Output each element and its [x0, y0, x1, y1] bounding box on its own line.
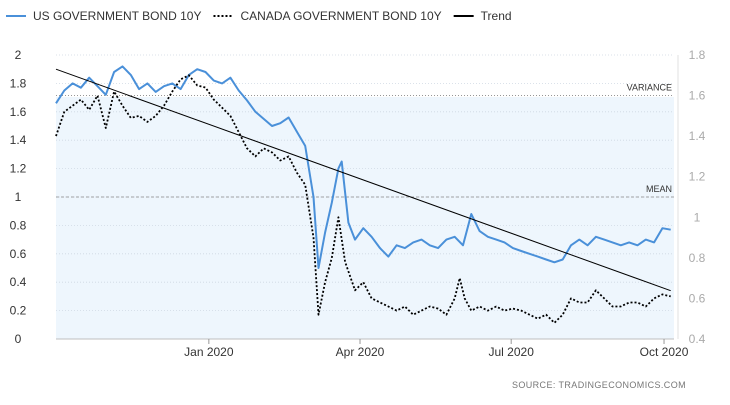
us-government-bond-10y-line [55, 65, 671, 269]
y-right-tick-label: 1.2 [689, 170, 706, 184]
y-left-tick-label: 1.6 [10, 105, 27, 119]
trend-line [55, 68, 671, 292]
legend-label: Trend [481, 9, 512, 23]
series [55, 65, 671, 324]
y-left-tick-label: 0.8 [10, 218, 27, 232]
reference-lines: VARIANCE MEAN [56, 83, 674, 198]
grid [56, 54, 674, 312]
y-left-tick-label: 0.6 [10, 247, 27, 261]
y-right-tick-label: 1.4 [689, 129, 706, 143]
x-tick-label: Jul 2020 [489, 345, 535, 359]
y-left-tick-label: 2 [15, 48, 22, 62]
legend-label: CANADA GOVERNMENT BOND 10Y [240, 9, 441, 23]
y-right-tick-label: 0.8 [689, 251, 706, 265]
y-left-tick-label: 0.2 [10, 304, 27, 318]
y-right-tick-label: 1 [694, 210, 701, 224]
legend-label: US GOVERNMENT BOND 10Y [33, 9, 201, 23]
reference-label: MEAN [646, 184, 672, 194]
y-right-tick-label: 0.6 [689, 291, 706, 305]
y-left-tick-label: 0.4 [10, 275, 27, 289]
y-right-tick-label: 1.8 [689, 48, 706, 62]
canada-government-bond-10y-line [55, 74, 671, 324]
y-right-tick-label: 1.6 [689, 89, 706, 103]
y-right-tick-label: 0.4 [689, 332, 706, 346]
source-text: SOURCE: TRADINGECONOMICS.COM [512, 380, 686, 390]
y-left-tick-label: 0 [15, 332, 22, 346]
axes: 0 0.2 0.4 0.6 0.8 1 1.2 1.4 1.6 1.8 2 0.4 0.6 0.8 1 1.2… [10, 48, 706, 359]
y-left-tick-label: 1.4 [10, 133, 27, 147]
x-tick-label: Jan 2020 [184, 345, 234, 359]
reference-label: VARIANCE [627, 83, 672, 93]
x-tick-label: Oct 2020 [640, 345, 689, 359]
y-left-tick-label: 1 [15, 190, 22, 204]
x-tick-label: Apr 2020 [336, 345, 385, 359]
y-left-tick-label: 1.8 [10, 76, 27, 90]
legend: US GOVERNMENT BOND 10Y CANADA GOVERNMENT … [6, 9, 512, 23]
y-left-tick-label: 1.2 [10, 162, 27, 176]
